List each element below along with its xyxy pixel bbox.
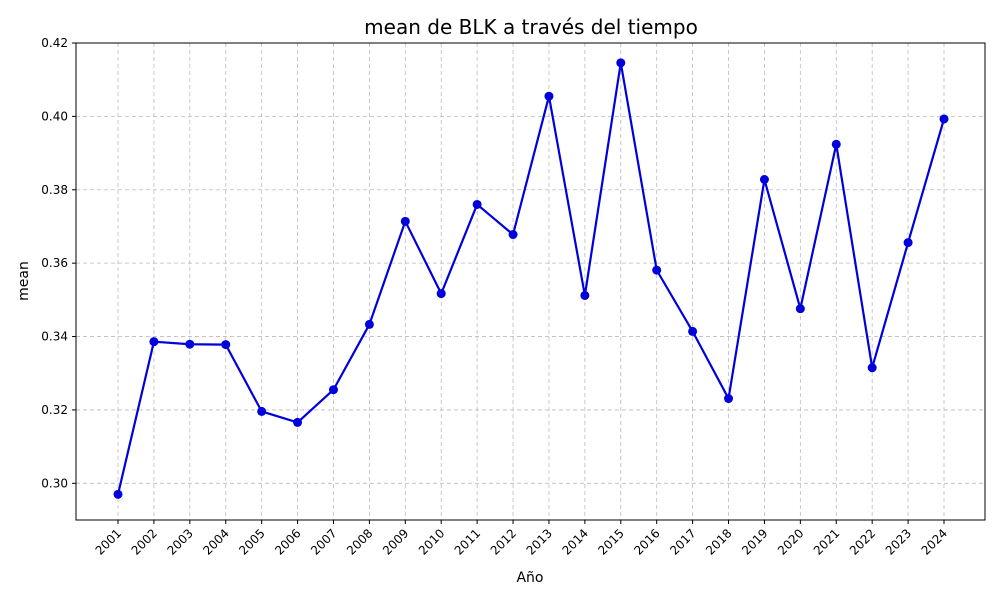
x-tick-label: 2004 [200,526,231,557]
data-point [544,91,554,101]
data-point [903,238,913,248]
data-point [688,326,698,336]
data-point [652,265,662,275]
x-tick-label: 2016 [631,526,662,557]
data-point [472,199,482,209]
data-point [436,289,446,299]
x-tick-label: 2018 [703,526,734,557]
x-tick-label: 2017 [667,526,698,557]
chart-title: mean de BLK a través del tiempo [364,15,698,39]
y-tick-label: 0.32 [41,403,68,417]
x-tick-label: 2021 [811,526,842,557]
x-axis-label: Año [516,570,543,586]
data-point [831,139,841,149]
y-tick-label: 0.34 [41,330,68,344]
data-point [364,319,374,329]
x-tick-label: 2014 [559,526,590,557]
data-point [508,230,518,240]
x-tick-label: 2020 [775,526,806,557]
data-point [185,339,195,349]
x-tick-label: 2006 [272,526,303,557]
x-tick-label: 2002 [129,526,160,557]
data-point [400,216,410,226]
data-point [939,114,949,124]
x-tick-label: 2005 [236,526,267,557]
data-point [724,394,734,404]
data-point [580,290,590,300]
x-tick-label: 2010 [416,526,447,557]
x-tick-label: 2003 [164,526,195,557]
x-tick-label: 2008 [344,526,375,557]
x-tick-label: 2001 [93,526,124,557]
x-tick-label: 2007 [308,526,339,557]
x-tick-label: 2012 [488,526,519,557]
x-tick-label: 2022 [847,526,878,557]
data-point [221,340,231,350]
data-point [257,406,267,416]
data-point [759,174,769,184]
y-tick-label: 0.42 [41,36,68,50]
data-point [795,304,805,314]
x-axis-ticks: 2001 2002 2003 2004 2005 2006 2007 2008 2009 2010… [93,520,950,558]
x-tick-label: 2013 [524,526,555,557]
x-tick-label: 2009 [380,526,411,557]
y-tick-label: 0.38 [41,183,68,197]
grid [76,42,985,520]
plot-area-frame [75,42,986,521]
x-tick-label: 2023 [883,526,914,557]
series-layer [113,58,949,499]
data-point [293,417,303,427]
x-tick-label: 2024 [919,526,950,557]
y-axis-ticks: 0.30 0.32 0.34 0.36 0.38 0.40 0.42 [41,36,76,490]
y-axis-label: mean [16,261,32,301]
x-tick-label: 2015 [595,526,626,557]
x-tick-label: 2011 [452,526,483,557]
y-tick-label: 0.30 [41,476,68,490]
data-point [616,58,626,68]
series-line [116,61,946,495]
data-point [149,337,159,347]
x-tick-label: 2019 [739,526,770,557]
y-tick-label: 0.40 [41,109,68,123]
y-tick-label: 0.36 [41,256,68,270]
data-point [867,363,877,373]
data-point [113,489,123,499]
data-point [328,385,338,395]
